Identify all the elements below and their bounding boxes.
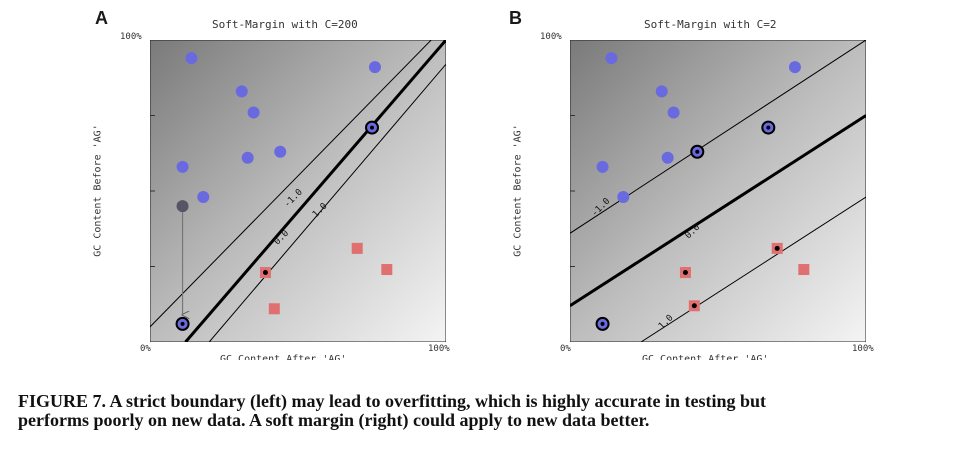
support-vector-marker [180, 321, 185, 326]
support-vector-ring [595, 316, 610, 331]
plot-background [570, 40, 866, 342]
panel-b-xtick-left: 0% [560, 344, 571, 354]
panel-b-xlabel: GC Content After 'AG' [642, 354, 769, 360]
panel-a-xlabel: GC Content After 'AG' [220, 354, 347, 360]
plot-background [150, 40, 446, 342]
decision-boundary-line [184, 40, 446, 342]
panel-a-xtick-left: 0% [140, 344, 151, 354]
red-point [268, 303, 280, 315]
caption-line-2: performs poorly on new data. A soft marg… [18, 410, 650, 430]
blue-point [185, 52, 198, 65]
blue-point [241, 151, 254, 164]
panel-b-letter: B [509, 8, 522, 28]
panel-b-xtick-right: 100% [852, 344, 874, 354]
support-vector-ring [690, 144, 705, 159]
figure-caption: FIGURE 7. A strict boundary (left) may l… [18, 392, 958, 430]
panel-a-title: Soft-Margin with C=200 [212, 18, 358, 31]
moved-point [176, 200, 189, 213]
support-vector-ring [365, 120, 379, 135]
margin-line [150, 40, 432, 328]
blue-point [274, 145, 287, 158]
blue-point [788, 61, 801, 74]
support-vector-marker [695, 149, 700, 154]
support-vector-ring [175, 316, 190, 331]
panel-b-title: Soft-Margin with C=2 [644, 18, 777, 31]
blue-point [667, 106, 680, 119]
panel-b-ylabel: GC Content Before 'AG' [512, 124, 524, 257]
blue-point [368, 61, 381, 74]
support-vector-marker [766, 125, 771, 130]
panel-a-plot: -1.00.01.0 [150, 40, 446, 342]
support-vector-marker [682, 270, 688, 276]
support-vector-marker [600, 321, 605, 326]
blue-point [655, 85, 668, 98]
red-point [798, 264, 810, 276]
blue-point [235, 85, 248, 98]
margin-line [640, 196, 866, 342]
blue-point [605, 52, 618, 65]
blue-point [617, 191, 630, 204]
red-point [351, 242, 363, 254]
blue-point [176, 160, 189, 173]
blue-point [247, 106, 260, 119]
panel-b-plot: -1.00.01.0 [570, 40, 866, 342]
support-vector-marker [774, 245, 780, 251]
support-vector-marker [370, 125, 374, 130]
panel-a-letter: A [95, 8, 108, 28]
blue-point [596, 160, 609, 173]
panel-a-xtick-right: 100% [428, 344, 450, 354]
support-vector-ring [761, 120, 776, 135]
blue-point [661, 151, 674, 164]
panel-a-ytick-top: 100% [120, 32, 142, 42]
blue-point [197, 191, 210, 204]
decision-boundary-line [570, 114, 866, 308]
support-vector-marker [262, 270, 268, 276]
support-vector-marker [691, 303, 697, 309]
red-point [381, 264, 393, 276]
caption-line-1: FIGURE 7. A strict boundary (left) may l… [18, 391, 766, 411]
panel-b-ytick-top: 100% [540, 32, 562, 42]
panel-a-ylabel: GC Content Before 'AG' [92, 124, 104, 257]
margin-line [208, 63, 446, 342]
